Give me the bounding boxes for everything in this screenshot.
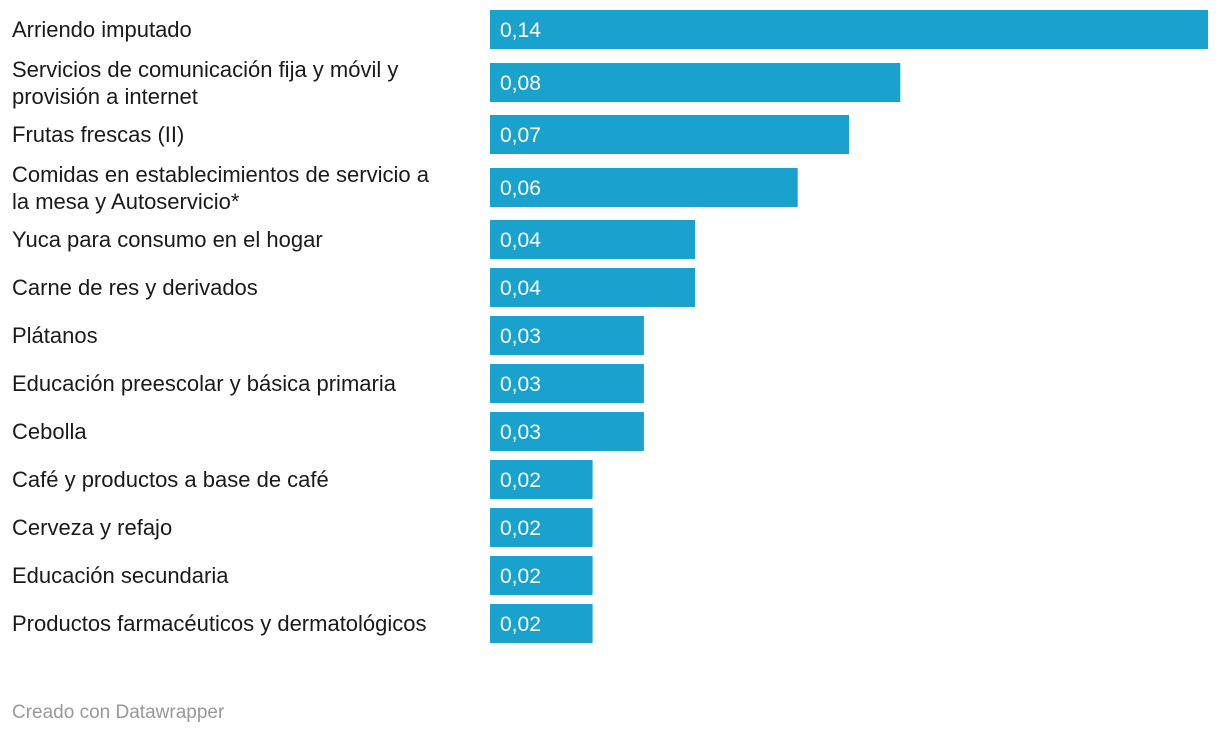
value-label: 0,08 [500,72,541,95]
bar [490,508,593,547]
bar [490,556,593,595]
category-label: Educación preescolar y básica primaria [12,371,397,396]
category-label: Café y productos a base de café [12,467,329,492]
category-label: Arriendo imputado [12,17,192,42]
category-label: Cebolla [12,419,87,444]
value-label: 0,02 [500,517,541,540]
value-label: 0,03 [500,325,541,348]
bar [490,364,644,403]
bar [490,115,849,154]
bar [490,412,644,451]
bar [490,63,901,102]
category-label: Productos farmacéuticos y dermatológicos [12,611,427,636]
category-label: Carne de res y derivados [12,275,258,300]
bar [490,168,798,207]
value-label: 0,06 [500,177,541,200]
value-label: 0,07 [500,124,541,147]
category-label: Comidas en establecimientos de servicio … [12,162,430,214]
credit-footer: Creado con Datawrapper [12,702,225,723]
bar [490,220,696,259]
category-label: Plátanos [12,323,98,348]
bar [490,604,593,643]
bar [490,10,1208,49]
category-label: Servicios de comunicación fija y móvil y… [12,57,398,109]
value-label: 0,14 [500,19,541,42]
value-label: 0,02 [500,565,541,588]
category-label: Frutas frescas (II) [12,122,184,147]
value-label: 0,03 [500,421,541,444]
category-label: Educación secundaria [12,563,229,588]
bar-chart: Arriendo imputado 0,14 Servicios de comuni… [12,10,1208,643]
bar [490,268,696,307]
bar [490,460,593,499]
value-label: 0,02 [500,613,541,636]
category-label: Yuca para consumo en el hogar [12,227,323,252]
value-label: 0,04 [500,229,541,252]
value-label: 0,04 [500,277,541,300]
category-label: Cerveza y refajo [12,515,172,540]
value-label: 0,02 [500,469,541,492]
value-label: 0,03 [500,373,541,396]
bar [490,316,644,355]
